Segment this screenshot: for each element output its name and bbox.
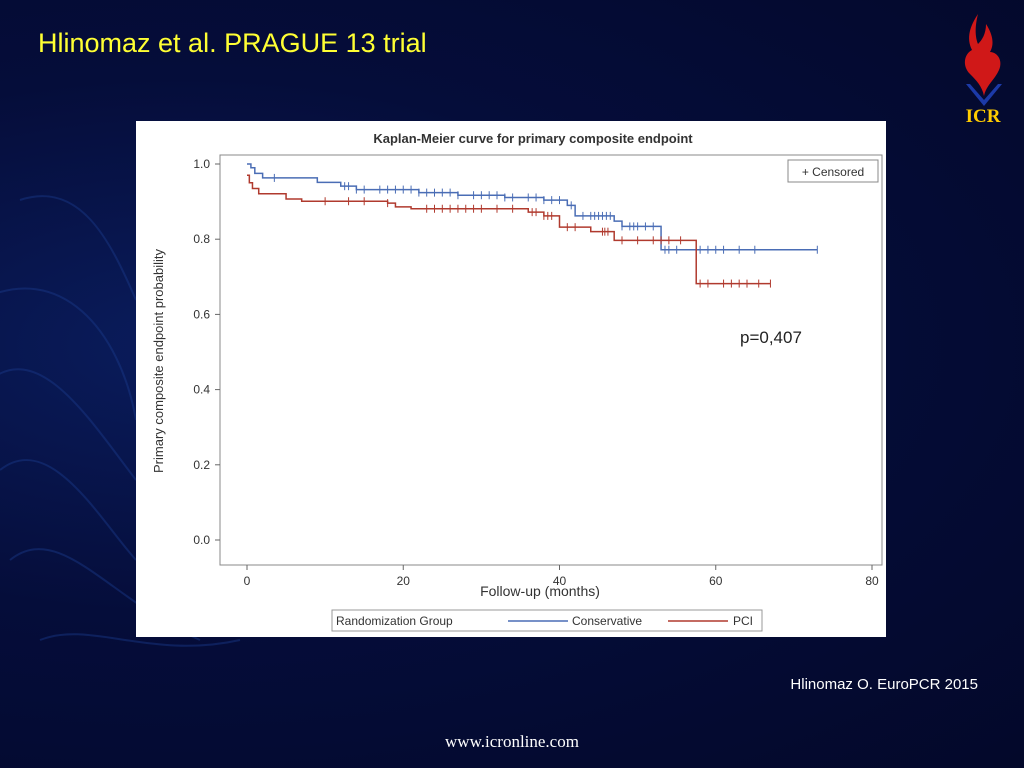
- x-tick-label: 20: [397, 574, 411, 588]
- legend-title: Randomization Group: [336, 614, 453, 628]
- p-value-annotation: p=0,407: [740, 328, 802, 347]
- x-tick-label: 40: [553, 574, 567, 588]
- icr-heart-logo-icon: [964, 14, 1002, 106]
- x-tick-label: 0: [244, 574, 251, 588]
- y-tick-label: 0.6: [193, 307, 210, 321]
- legend-label-pci: PCI: [733, 614, 753, 628]
- y-tick-label: 0.4: [193, 383, 210, 397]
- series-layer: [247, 163, 818, 288]
- y-axis: 0.0 0.2 0.4 0.6 0.8 1.0: [193, 157, 220, 547]
- logo-text: ICR: [965, 106, 1001, 127]
- website-link[interactable]: www.icronline.com: [445, 732, 579, 751]
- censor-legend: + Censored: [787, 159, 879, 183]
- y-tick-label: 1.0: [193, 157, 210, 171]
- y-axis-label: Primary composite endpoint probability: [151, 249, 166, 473]
- censored-legend-label: + Censored: [802, 165, 864, 179]
- chart-title: Kaplan-Meier curve for primary composite…: [373, 131, 693, 146]
- chart-canvas: Kaplan-Meier curve for primary composite…: [151, 131, 883, 632]
- y-tick-label: 0.8: [193, 232, 210, 246]
- x-axis-label: Follow-up (months): [480, 583, 600, 599]
- x-tick-label: 60: [709, 574, 723, 588]
- series-line-conservative: [247, 163, 818, 251]
- y-tick-label: 0.2: [193, 458, 210, 472]
- x-tick-label: 80: [865, 574, 879, 588]
- series-line-pci: [247, 174, 771, 285]
- plot-frame: [219, 154, 883, 566]
- legend-label-conservative: Conservative: [572, 614, 642, 628]
- y-tick-label: 0.0: [193, 533, 210, 547]
- slide-title: Hlinomaz et al. PRAGUE 13 trial: [38, 28, 427, 58]
- kaplan-meier-chart: Kaplan-Meier curve for primary composite…: [136, 121, 886, 637]
- chart-legend: Randomization Group Conservative PCI: [331, 609, 763, 632]
- x-axis: 0 20 40 60 80: [244, 565, 879, 588]
- citation: Hlinomaz O. EuroPCR 2015: [790, 676, 978, 693]
